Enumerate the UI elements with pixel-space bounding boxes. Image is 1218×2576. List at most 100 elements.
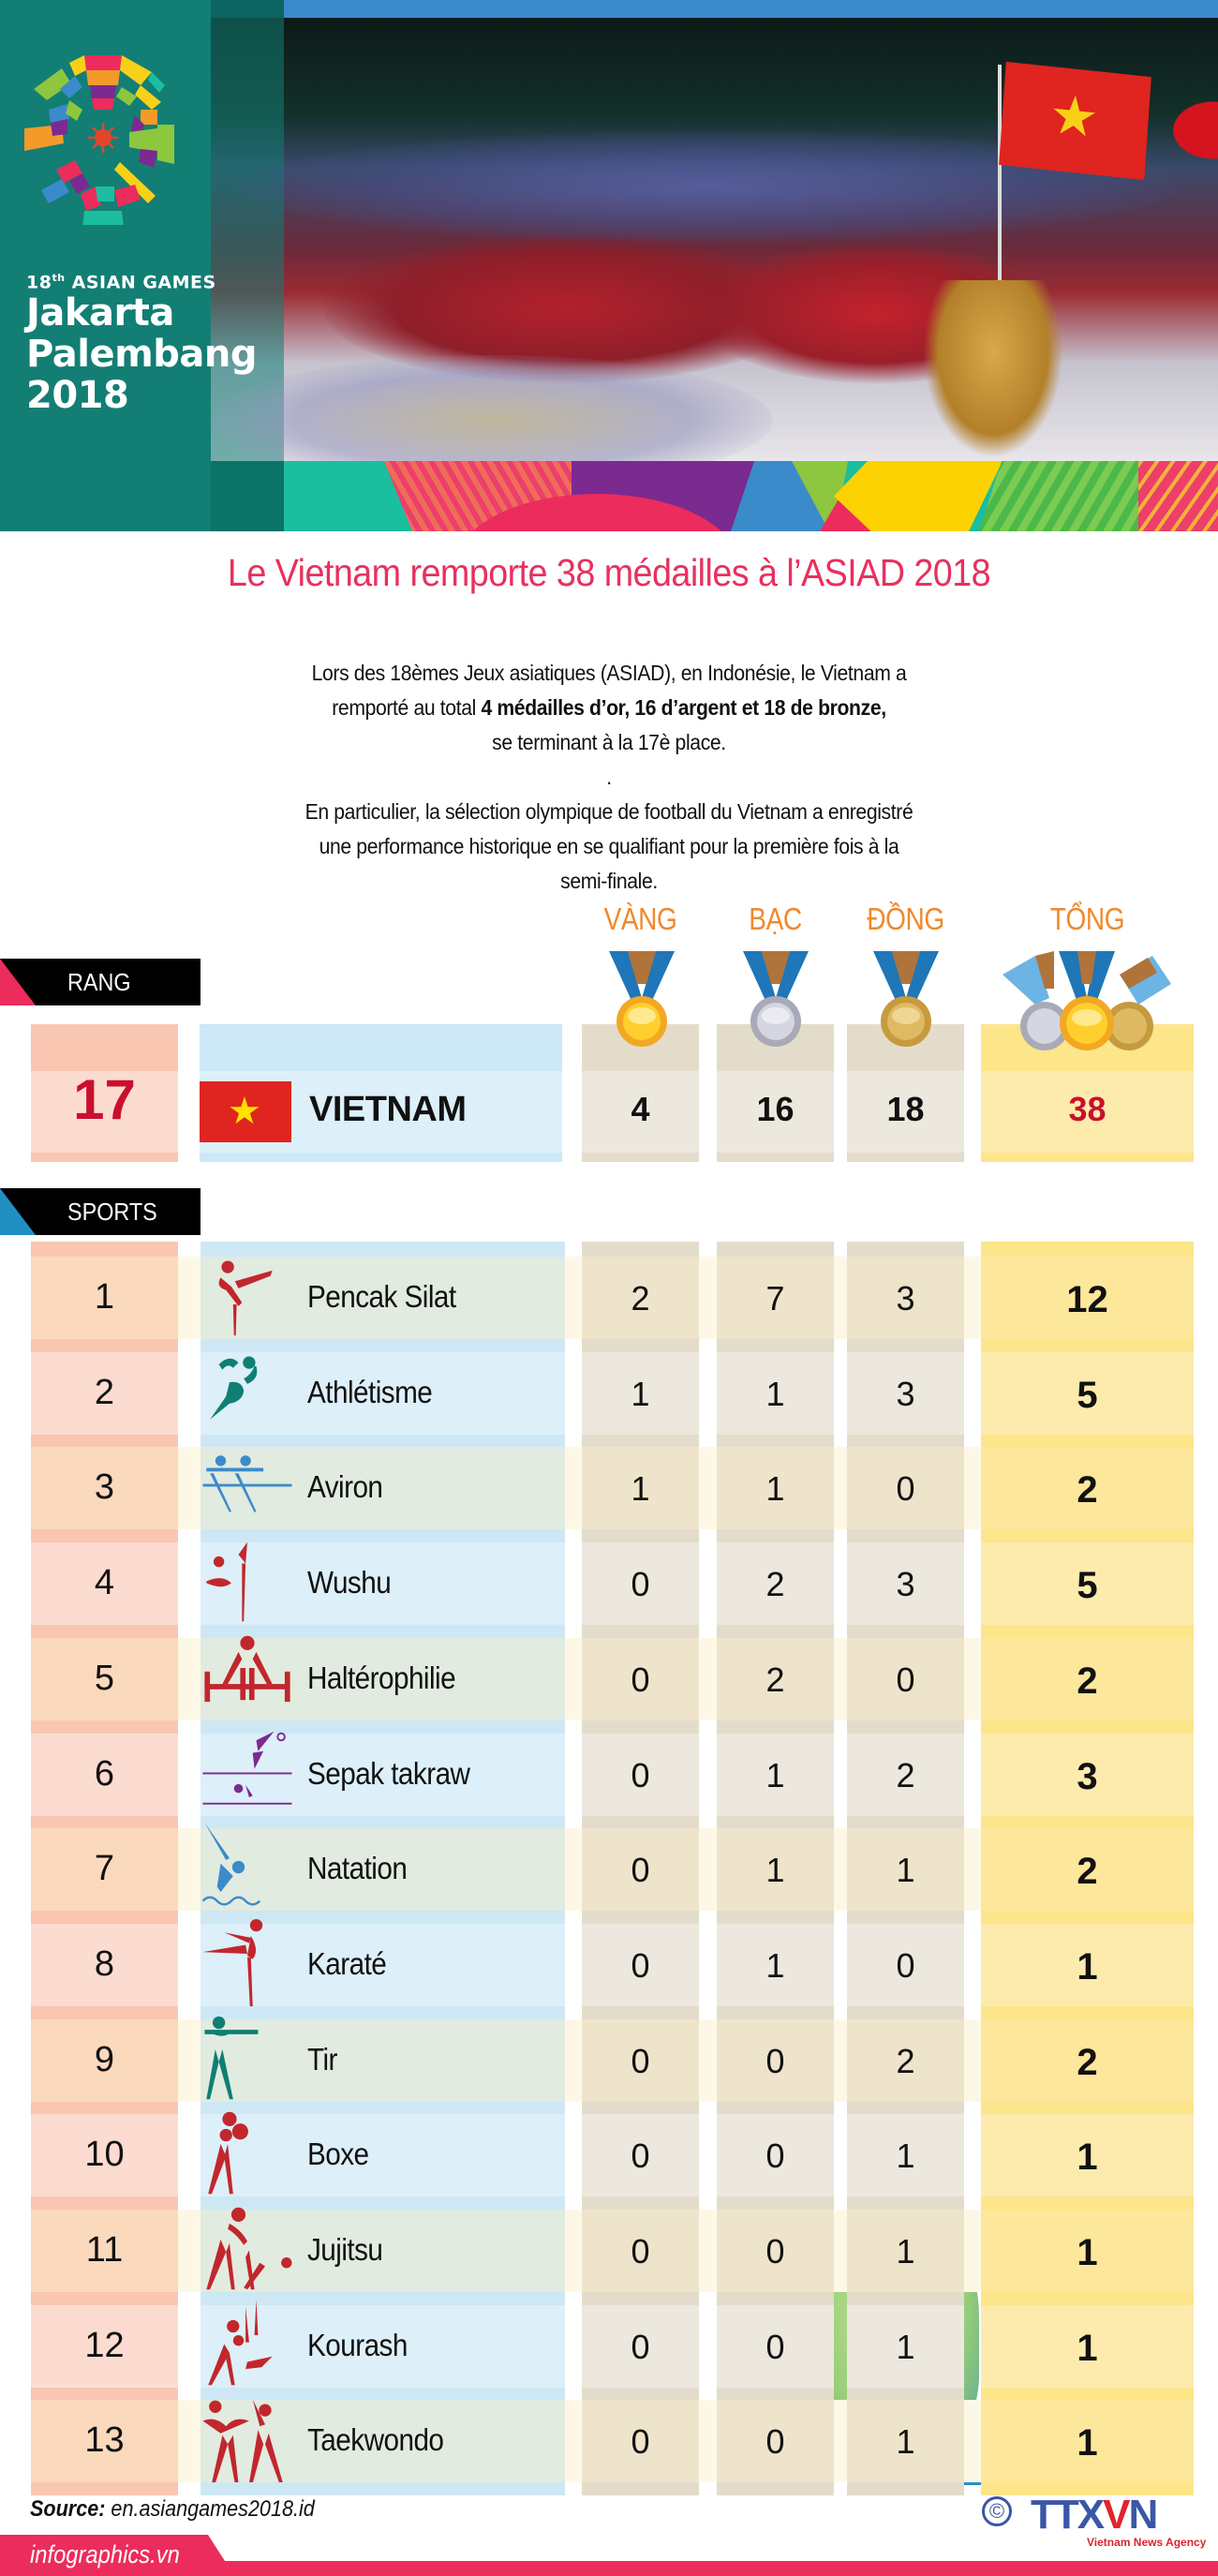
total-count: 3 xyxy=(1077,1756,1098,1797)
site-link[interactable]: infographics.vn xyxy=(30,2540,180,2569)
gold-cell: 1 xyxy=(582,1352,699,1435)
row-separator xyxy=(31,1625,178,1638)
row-separator xyxy=(847,1720,964,1734)
sport-rank: 3 xyxy=(94,1467,115,1507)
rank-section-tag: RANG xyxy=(0,959,201,1005)
bronze-cell: 1 xyxy=(847,2305,964,2388)
opening-ceremony-photo: ★ xyxy=(211,18,1218,461)
medal-summary-bold: 4 médailles d’or, 16 d’argent et 18 de b… xyxy=(481,695,886,720)
gold-cell: 0 xyxy=(582,1734,699,1816)
row-separator xyxy=(31,1339,178,1352)
asian-games-wordmark: 18th ASIAN GAMES Jakarta Palembang 2018 xyxy=(26,268,258,416)
silver-cell: 7 xyxy=(717,1257,834,1339)
intro-paragraph: Lors des 18èmes Jeux asiatiques (ASIAD),… xyxy=(186,656,1032,899)
row-separator xyxy=(31,1529,178,1542)
bronze-count: 3 xyxy=(896,1375,915,1413)
gold-count: 0 xyxy=(631,1851,650,1889)
row-separator xyxy=(582,2292,699,2305)
silver-medal-icon xyxy=(743,951,809,1047)
sport-name: Haltérophilie xyxy=(307,1660,456,1695)
sport-cell: Boxe xyxy=(201,2111,565,2196)
agency-name: Vietnam News Agency xyxy=(1087,2536,1207,2549)
total-count: 2 xyxy=(1077,1469,1098,1511)
rank-cell: 12 xyxy=(31,2305,178,2388)
row-separator xyxy=(582,2196,699,2210)
row-separator xyxy=(717,1625,834,1638)
sport-cell: Aviron xyxy=(201,1447,565,1529)
row-separator xyxy=(201,1720,565,1734)
total-cell: 2 xyxy=(981,2019,1194,2102)
sport-cell: Natation xyxy=(201,1823,565,1911)
rank-cell: 3 xyxy=(31,1447,178,1529)
bronze-cell: 2 xyxy=(847,1734,964,1816)
total-count: 1 xyxy=(1077,2232,1098,2273)
total-cell: 3 xyxy=(981,1734,1194,1816)
country-rank: 17 xyxy=(73,1068,136,1131)
athletics-icon xyxy=(210,1356,258,1420)
row-separator xyxy=(847,2388,964,2401)
bronze-medal-icon xyxy=(873,951,939,1047)
sport-name: Karaté xyxy=(307,1946,387,1981)
gold-cell: 0 xyxy=(582,1542,699,1625)
row-separator xyxy=(201,2482,565,2495)
sport-name: Boxe xyxy=(307,2137,369,2171)
decorative-color-band xyxy=(211,461,1218,531)
row-separator xyxy=(847,2102,964,2115)
bronze-cell: 1 xyxy=(847,2114,964,2196)
row-separator xyxy=(201,1911,565,1924)
total-count: 2 xyxy=(1077,1851,1098,1892)
gold-cell: 0 xyxy=(582,2114,699,2196)
row-separator xyxy=(582,1816,699,1829)
sport-cell: Karaté xyxy=(201,1918,565,2007)
decorative-side-strip xyxy=(1195,2092,1218,2443)
sport-rank: 7 xyxy=(94,1849,115,1888)
column-cap xyxy=(981,1242,1194,1257)
sport-cell: Haltérophilie xyxy=(201,1635,565,1720)
row-separator xyxy=(201,2102,565,2115)
silver-count: 0 xyxy=(765,2422,785,2461)
gold-count: 0 xyxy=(631,2042,650,2080)
row-separator xyxy=(981,1625,1194,1638)
silver-cell: 1 xyxy=(717,1447,834,1529)
gold-cell: 2 xyxy=(582,1257,699,1339)
bronze-count: 0 xyxy=(896,1946,915,1985)
total-cell: 1 xyxy=(981,1924,1194,2006)
bronze-count: 1 xyxy=(896,2137,915,2175)
sepak-takraw-icon xyxy=(202,1731,292,1805)
column-cap xyxy=(31,1242,178,1257)
bronze-cell: 0 xyxy=(847,1447,964,1529)
sport-cell: Tir xyxy=(201,2016,565,2102)
column-cap xyxy=(847,1242,964,1257)
flag-pole xyxy=(998,65,1002,346)
sport-rank: 13 xyxy=(84,2420,125,2460)
row-separator xyxy=(582,2006,699,2019)
rank-cell: 8 xyxy=(31,1924,178,2006)
gold-cell: 0 xyxy=(582,2305,699,2388)
taekwondo-icon xyxy=(202,2399,283,2483)
row-separator xyxy=(582,1339,699,1352)
row-separator xyxy=(981,2006,1194,2019)
country-silver-cell: 16 xyxy=(717,1024,834,1162)
sport-name: Athlétisme xyxy=(307,1375,433,1409)
row-separator xyxy=(981,1339,1194,1352)
row-separator xyxy=(847,2482,964,2495)
bronze-count: 0 xyxy=(896,1469,915,1508)
sport-name: Jujitsu xyxy=(307,2232,383,2267)
total-count: 12 xyxy=(1066,1279,1108,1320)
row-separator xyxy=(717,2292,834,2305)
sport-cell: Taekwondo xyxy=(201,2399,565,2483)
pencak-silat-icon xyxy=(218,1260,273,1336)
bronze-cell: 1 xyxy=(847,1828,964,1911)
row-separator xyxy=(582,2102,699,2115)
silver-count: 0 xyxy=(765,2328,785,2366)
star-icon: ★ xyxy=(228,1091,261,1132)
rank-cell: 13 xyxy=(31,2400,178,2482)
site-link-tab[interactable]: infographics.vn xyxy=(0,2535,225,2576)
bronze-count: 1 xyxy=(896,1851,915,1889)
silver-count: 1 xyxy=(765,1756,785,1794)
total-cell: 1 xyxy=(981,2305,1194,2388)
row-separator xyxy=(717,2196,834,2210)
row-separator xyxy=(582,1720,699,1734)
row-separator xyxy=(847,1529,964,1542)
boxing-icon xyxy=(208,2111,248,2195)
